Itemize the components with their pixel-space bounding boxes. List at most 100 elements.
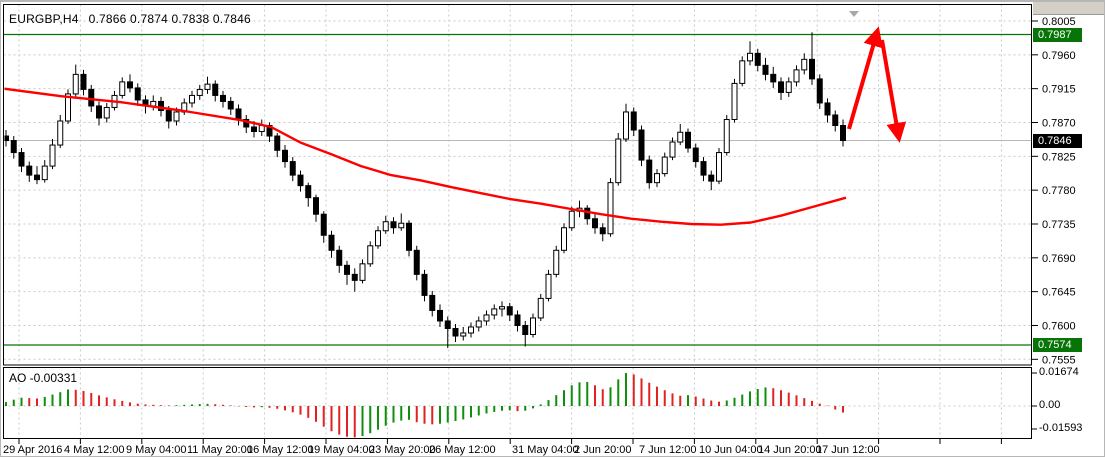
candle-body (468, 326, 474, 334)
moving-average-line[interactable] (4, 87, 847, 226)
candle-body (274, 135, 281, 151)
scroll-marker-icon[interactable] (849, 11, 859, 17)
candle-body (762, 64, 769, 75)
candle-body (801, 58, 808, 71)
price-scale[interactable]: 0.8005 0.7960 0.7915 0.7870 0.7825 0.7780 0.77… (1032, 16, 1076, 430)
price-tick-label: 0.7555 (1042, 354, 1076, 366)
candle-body (840, 125, 846, 142)
ao-panel-border (3, 367, 1032, 439)
candle-body (227, 100, 234, 110)
candle-body (460, 332, 467, 337)
candle-body (491, 308, 498, 316)
ao-min-label: -0.01593 (1039, 422, 1083, 434)
candle-body (452, 327, 459, 337)
candle-body (778, 81, 784, 93)
candle-body (196, 88, 203, 96)
time-tick-label: 7 Jun 12:00 (639, 444, 697, 456)
candle-body (158, 100, 164, 111)
candle-body (103, 106, 110, 119)
candle-body (770, 73, 777, 83)
chart-title: EURGBP,H4 0.7866 0.7874 0.7838 0.7846 (9, 12, 251, 26)
candle-body (375, 230, 381, 247)
candle-body (351, 273, 358, 281)
candle-body (367, 245, 374, 265)
candle-body (499, 306, 505, 310)
candle-body (65, 93, 71, 122)
candle-body (793, 69, 800, 83)
candle-body (390, 221, 397, 229)
candle-body (545, 273, 552, 299)
candle-body (429, 294, 436, 311)
candle-body (282, 149, 288, 163)
candle-body (359, 263, 366, 281)
candle-body (537, 297, 544, 319)
candle-body (72, 73, 79, 95)
candle-body (530, 317, 536, 336)
candle-body (41, 165, 48, 181)
candle-body (816, 78, 823, 104)
time-tick-label: 23 May 20:00 (369, 444, 436, 456)
grid-lines (3, 4, 1032, 439)
candle-body (638, 129, 645, 161)
candle-body (4, 135, 9, 142)
candle-body (747, 52, 753, 62)
candle-body (561, 227, 567, 251)
candle-body (204, 83, 211, 90)
candle-body (26, 165, 33, 176)
time-tick-label: 29 Apr 2016 (3, 444, 62, 456)
ao-zero-label: 0.00 (1039, 399, 1061, 411)
candle-body (34, 174, 40, 181)
candle-body (506, 306, 513, 316)
candle-body (483, 314, 490, 322)
candle-body (96, 105, 102, 119)
time-tick-label: 9 May 04:00 (126, 444, 187, 456)
candle-body (630, 111, 637, 131)
time-tick-label: 31 May 04:00 (512, 444, 579, 456)
candle-body (700, 161, 707, 176)
time-tick-label: 17 Jun 12:00 (816, 444, 880, 456)
candle-body (584, 207, 591, 220)
candle-body (173, 111, 180, 122)
candle-body (646, 159, 653, 184)
candle-body (654, 173, 660, 184)
symbol-period-label: EURGBP,H4 (9, 12, 79, 26)
ao-indicator-label: AO -0.00331 (9, 371, 78, 385)
candle-body (18, 152, 25, 167)
price-tick-label: 0.7735 (1042, 219, 1076, 231)
candle-body (413, 249, 420, 275)
candle-body (692, 147, 699, 163)
candle-body (723, 118, 730, 154)
candle-body (49, 144, 56, 167)
candle-body (677, 131, 684, 143)
support-price-badge: 0.7574 (1033, 338, 1082, 352)
time-tick-label: 14 Jun 20:00 (758, 444, 822, 456)
forecast-arrow-up[interactable] (847, 26, 883, 130)
candle-body (119, 81, 126, 96)
candle-body (165, 109, 172, 122)
candle-body (57, 120, 64, 146)
candle-body (514, 314, 521, 326)
forecast-arrow-down[interactable] (880, 39, 907, 143)
forecast-arrows[interactable] (847, 26, 907, 143)
candle-body (88, 88, 95, 107)
candle-body (328, 234, 335, 251)
candle-body (297, 174, 304, 187)
candle-body (623, 111, 629, 140)
time-tick-label: 10 Jun 04:00 (699, 444, 763, 456)
time-scale[interactable]: 29 Apr 2016 4 May 12:00 9 May 04:00 11 May … (3, 439, 1002, 456)
price-tick-label: 0.7690 (1042, 253, 1076, 265)
candle-body (243, 118, 250, 128)
candle-body (785, 81, 792, 93)
candle-body (344, 264, 350, 275)
time-tick-label: 2 Jun 20:00 (574, 444, 632, 456)
candle-body (615, 138, 622, 184)
candle-body (661, 156, 668, 175)
candle-body (731, 82, 738, 120)
price-tick-label: 0.7600 (1042, 320, 1076, 332)
candle-body (708, 174, 715, 182)
candle-body (553, 249, 560, 275)
candle-body (607, 182, 614, 235)
candle-body (669, 141, 676, 158)
